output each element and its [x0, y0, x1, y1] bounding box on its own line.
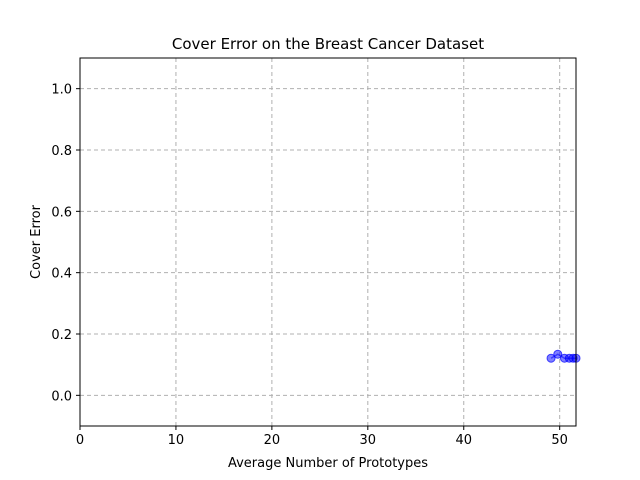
- y-tick-label: 0.2: [51, 328, 72, 343]
- data-point: [546, 353, 556, 363]
- x-axis-label: Average Number of Prototypes: [228, 456, 428, 471]
- y-axis-label: Cover Error: [29, 204, 44, 279]
- x-tick-label: 50: [551, 433, 568, 448]
- x-tick-label: 20: [264, 433, 281, 448]
- grid: [79, 58, 576, 426]
- chart-title: Cover Error on the Breast Cancer Dataset: [172, 35, 484, 53]
- x-tick-label: 40: [455, 433, 472, 448]
- x-tick-label: 10: [168, 433, 185, 448]
- y-tick-label: 1.0: [51, 83, 72, 98]
- x-tick-label: 0: [76, 433, 84, 448]
- y-axis: 0.0 0.2 0.4 0.6 0.8 1.0: [51, 83, 80, 404]
- y-tick-label: 0.4: [51, 267, 72, 282]
- y-tick-label: 0.0: [51, 389, 72, 404]
- y-tick-label: 0.8: [51, 144, 72, 159]
- data-point: [553, 349, 563, 359]
- y-tick-label: 0.6: [51, 205, 72, 220]
- x-axis: 0 10 20 30 40 50: [76, 426, 568, 448]
- x-tick-label: 30: [360, 433, 377, 448]
- plot-frame: [79, 57, 577, 427]
